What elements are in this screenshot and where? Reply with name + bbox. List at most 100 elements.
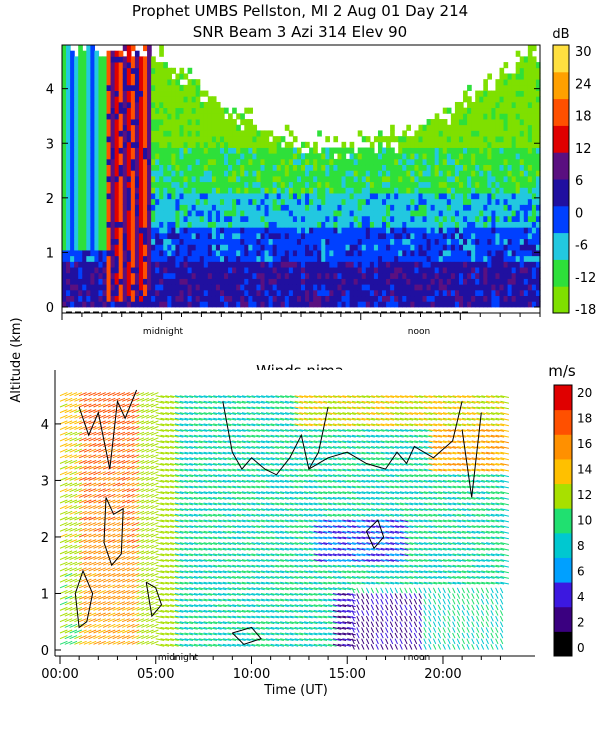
- snr-cell: [402, 221, 407, 228]
- snr-cell: [353, 244, 359, 251]
- snr-cell: [495, 90, 501, 97]
- snr-cell: [143, 153, 148, 160]
- snr-cell: [74, 301, 79, 308]
- snr-cell: [151, 170, 156, 177]
- snr-cell: [365, 187, 371, 194]
- snr-cell: [317, 193, 322, 200]
- snr-cell: [134, 267, 140, 274]
- snr-cell: [264, 136, 270, 143]
- snr-cell: [519, 267, 525, 274]
- snr-cell: [126, 272, 132, 279]
- snr-cell: [211, 272, 217, 279]
- snr-cell: [495, 244, 501, 251]
- snr-cell: [66, 90, 71, 97]
- snr-cell: [317, 210, 322, 217]
- snr-cell: [426, 255, 432, 262]
- snr-cell: [207, 170, 213, 177]
- wind-barb: [107, 443, 116, 447]
- snr-cell: [301, 284, 306, 291]
- snr-cell: [248, 124, 253, 131]
- snr-cell: [163, 62, 168, 69]
- snr-cell: [244, 284, 249, 291]
- snr-cell: [325, 187, 330, 194]
- snr-cell: [321, 198, 326, 205]
- snr-cell: [353, 278, 359, 285]
- snr-cell: [147, 73, 152, 80]
- snr-cell: [70, 101, 75, 109]
- snr-cell: [171, 79, 177, 86]
- snr-cell: [171, 204, 177, 211]
- snr-cell: [292, 267, 298, 274]
- snr-cell: [147, 50, 152, 57]
- snr-cell: [503, 232, 509, 240]
- snr-cell: [345, 204, 351, 211]
- snr-cell: [163, 158, 168, 166]
- snr-cell: [523, 250, 529, 257]
- snr-cell: [252, 198, 258, 205]
- snr-cell: [264, 198, 270, 205]
- snr-cell: [414, 198, 420, 205]
- snr-cell: [187, 181, 193, 188]
- wind-barb: [93, 431, 102, 436]
- snr-cell: [179, 181, 185, 188]
- snr-cell: [495, 255, 501, 262]
- snr-colorbar-tick-label: -6: [575, 239, 588, 254]
- snr-cell: [248, 289, 253, 297]
- snr-cell: [159, 62, 164, 69]
- snr-cell: [236, 204, 241, 211]
- snr-cell: [382, 153, 387, 160]
- snr-cell: [244, 244, 249, 251]
- snr-cell: [138, 227, 144, 234]
- snr-cell: [78, 215, 83, 222]
- snr-cell: [515, 278, 521, 285]
- snr-cell: [519, 124, 525, 131]
- wind-barb: [83, 584, 92, 589]
- snr-cell: [159, 119, 164, 126]
- snr-cell: [171, 261, 177, 268]
- snr-cell: [70, 176, 75, 183]
- wind-barb: [107, 392, 116, 397]
- snr-cell: [527, 164, 533, 171]
- snr-cell: [458, 141, 464, 148]
- snr-cell: [62, 45, 67, 52]
- snr-cell: [507, 90, 513, 97]
- wind-barb: [74, 635, 82, 640]
- snr-cell: [402, 227, 407, 234]
- snr-cell: [187, 238, 193, 245]
- snr-cell: [487, 295, 492, 302]
- snr-cell: [78, 164, 83, 171]
- snr-cell: [535, 136, 541, 143]
- wind-barb: [112, 488, 121, 493]
- snr-cell: [402, 278, 407, 285]
- snr-cell: [454, 147, 460, 154]
- snr-cell: [434, 284, 440, 291]
- snr-cell: [203, 136, 209, 143]
- snr-cell: [106, 79, 112, 86]
- snr-cell: [211, 147, 217, 154]
- snr-cell: [390, 170, 395, 177]
- snr-cell: [418, 181, 424, 188]
- snr-cell: [98, 56, 104, 63]
- wind-barb: [64, 629, 73, 634]
- snr-cell: [134, 193, 140, 200]
- snr-cell: [382, 136, 387, 143]
- snr-cell: [418, 124, 424, 131]
- snr-cell: [62, 84, 67, 91]
- snr-cell: [527, 289, 533, 297]
- snr-cell: [313, 289, 318, 297]
- wind-barb: [98, 612, 106, 617]
- snr-cell: [390, 301, 395, 308]
- snr-cell: [248, 238, 253, 245]
- snr-cell: [406, 278, 411, 285]
- snr-cell: [163, 73, 168, 80]
- snr-cell: [519, 301, 525, 308]
- snr-cell: [333, 176, 339, 183]
- snr-cell: [458, 124, 464, 131]
- wind-barb: [83, 482, 92, 487]
- snr-cell: [418, 238, 424, 245]
- snr-cell: [86, 136, 91, 143]
- snr-cell: [394, 261, 399, 268]
- snr-cell: [272, 204, 278, 211]
- snr-cell: [256, 227, 262, 234]
- snr-cell: [475, 221, 480, 228]
